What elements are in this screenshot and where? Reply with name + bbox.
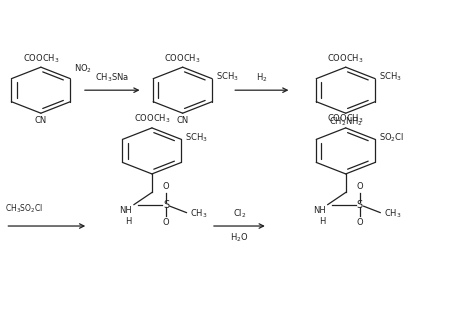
Text: CH$_3$: CH$_3$ — [190, 207, 207, 220]
Text: COOCH$_3$: COOCH$_3$ — [23, 52, 59, 65]
Text: CH$_3$: CH$_3$ — [383, 207, 401, 220]
Text: H$_2$: H$_2$ — [256, 72, 267, 84]
Text: O: O — [163, 182, 169, 191]
Text: H$_2$O: H$_2$O — [230, 232, 248, 244]
Text: CH$_2$NH$_2$: CH$_2$NH$_2$ — [329, 116, 363, 128]
Text: O: O — [356, 218, 363, 227]
Text: NO$_2$: NO$_2$ — [74, 63, 92, 75]
Text: S: S — [163, 200, 169, 210]
Text: SO$_2$Cl: SO$_2$Cl — [379, 132, 404, 144]
Text: COOCH$_3$: COOCH$_3$ — [134, 113, 170, 125]
Text: SCH$_3$: SCH$_3$ — [216, 71, 239, 83]
Text: S: S — [357, 200, 363, 210]
Text: COOCH$_3$: COOCH$_3$ — [164, 52, 201, 65]
Text: COOCH$_3$: COOCH$_3$ — [328, 52, 364, 65]
Text: COOCH$_3$: COOCH$_3$ — [328, 113, 364, 125]
Text: O: O — [356, 182, 363, 191]
Text: CH$_3$SO$_2$Cl: CH$_3$SO$_2$Cl — [5, 202, 44, 215]
Text: NH: NH — [119, 206, 132, 215]
Text: SCH$_3$: SCH$_3$ — [379, 71, 402, 83]
Text: CN: CN — [35, 116, 47, 125]
Text: H: H — [319, 217, 325, 226]
Text: CH$_3$SNa: CH$_3$SNa — [95, 72, 129, 84]
Text: O: O — [163, 218, 169, 227]
Text: SCH$_3$: SCH$_3$ — [185, 132, 208, 144]
Text: H: H — [125, 217, 131, 226]
Text: Cl$_2$: Cl$_2$ — [233, 208, 246, 220]
Text: NH: NH — [313, 206, 325, 215]
Text: CN: CN — [176, 116, 189, 125]
